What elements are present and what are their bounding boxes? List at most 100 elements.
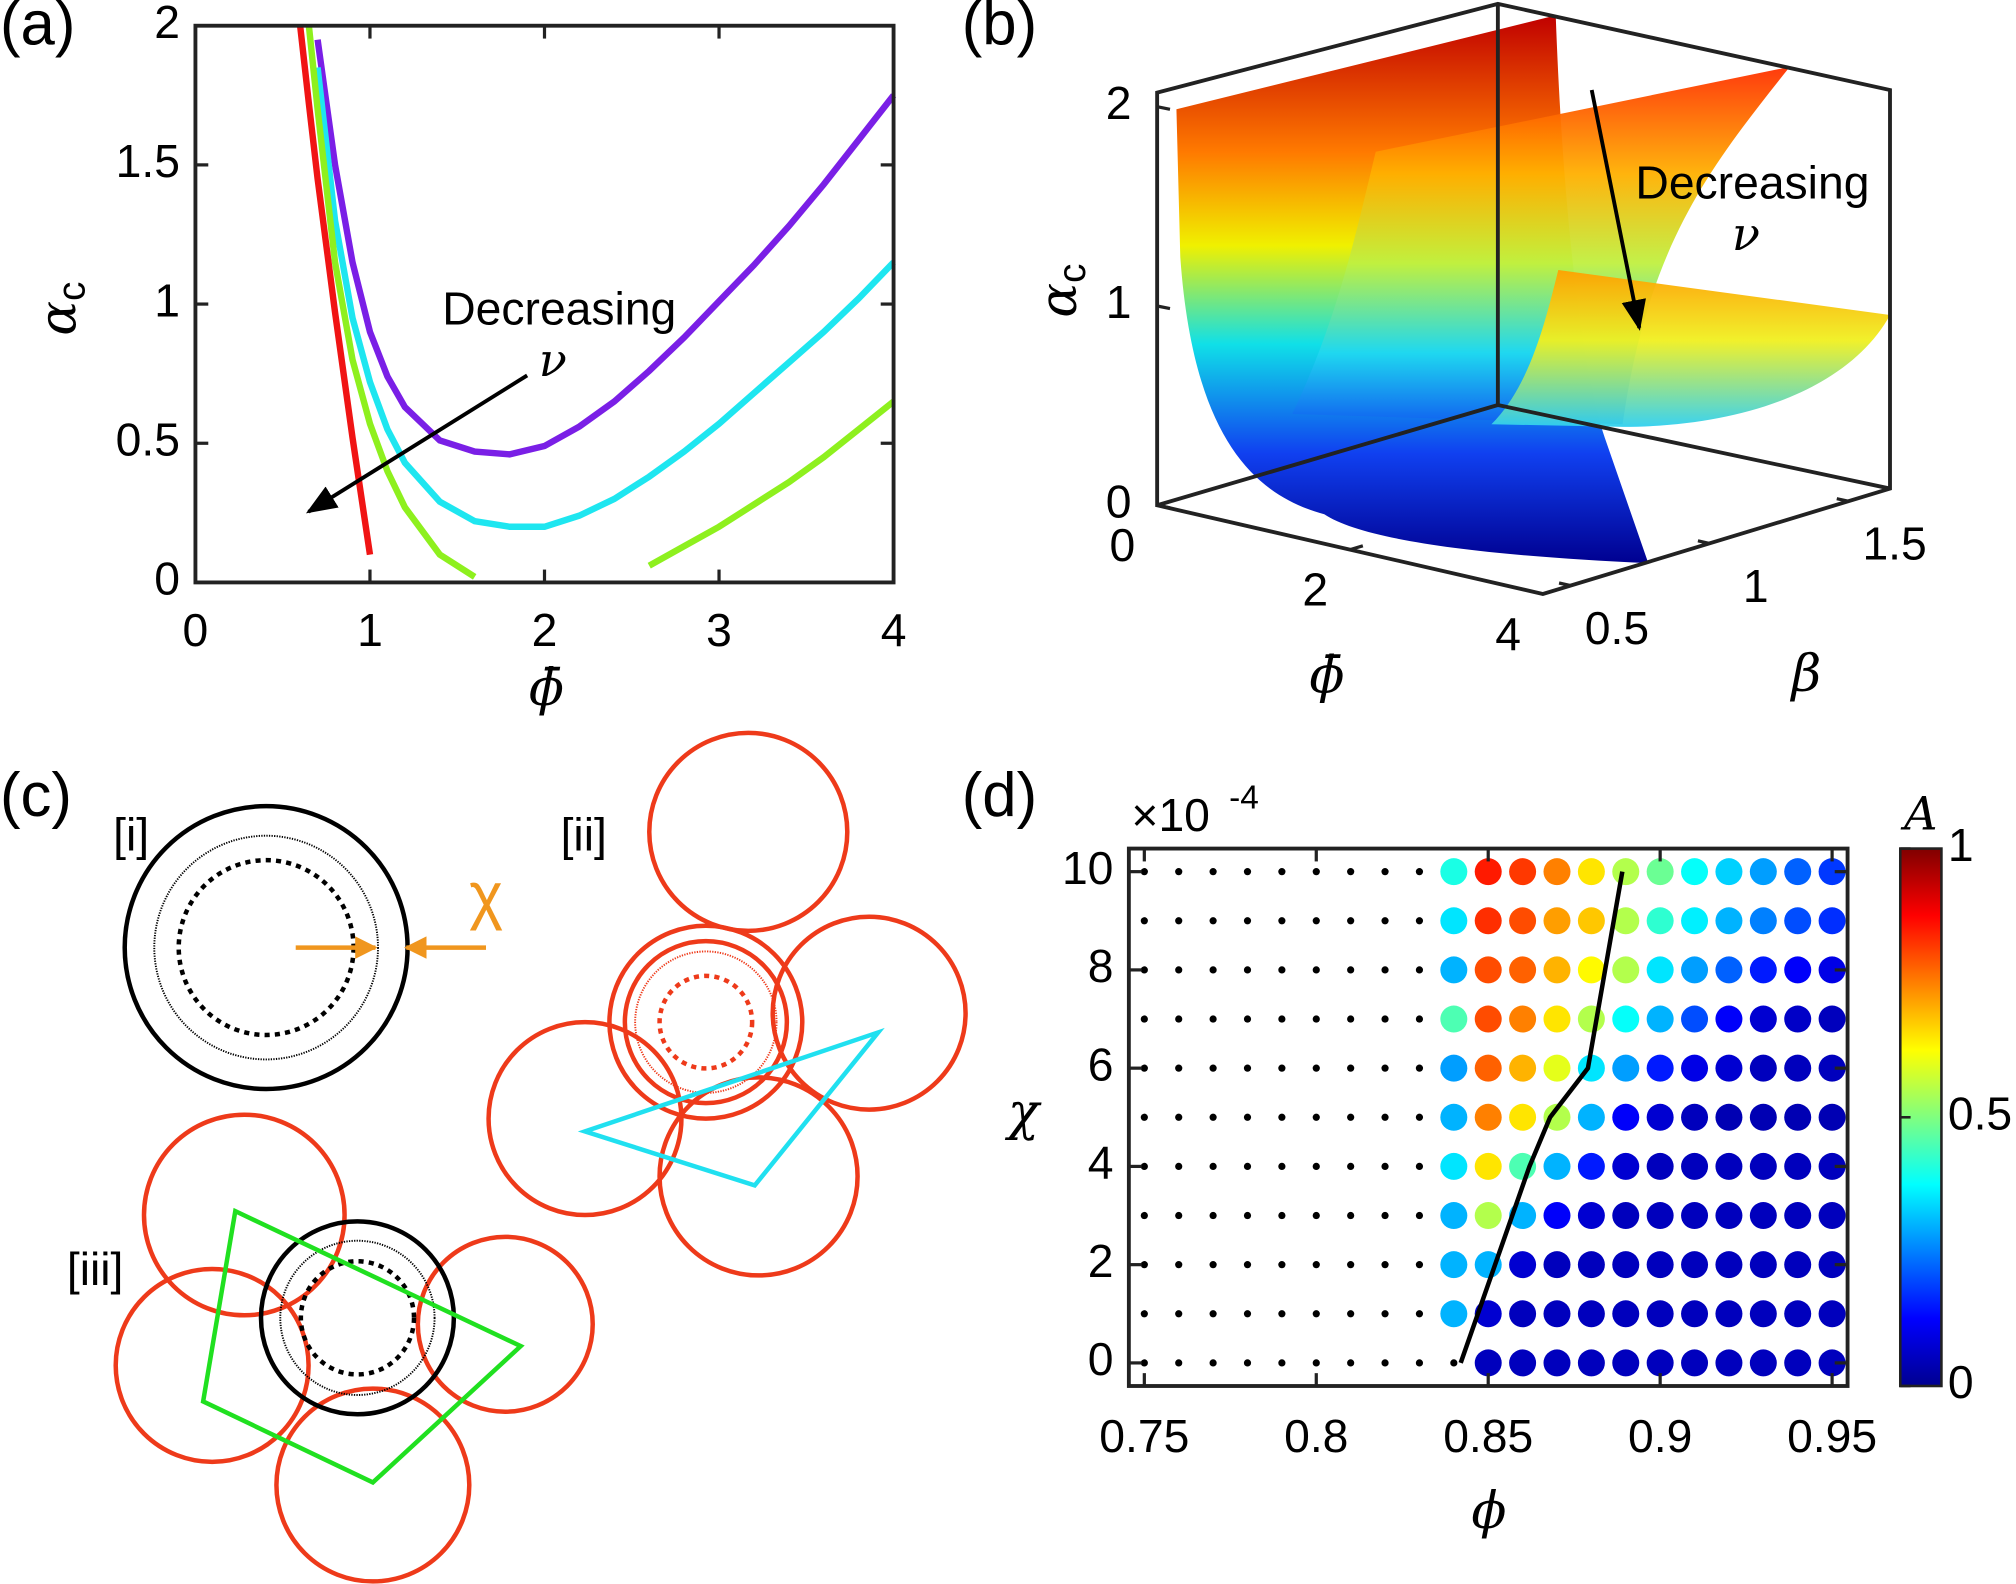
point — [1784, 956, 1812, 984]
core — [657, 973, 755, 1071]
empty-point — [1209, 1261, 1217, 1269]
point — [1681, 907, 1709, 935]
empty-point — [1175, 1162, 1183, 1171]
point — [1818, 1300, 1846, 1328]
point — [1715, 1005, 1743, 1033]
empty-point — [1209, 1162, 1217, 1171]
point — [1784, 1054, 1812, 1082]
x-tick-label: 1 — [357, 604, 383, 656]
point — [1681, 858, 1709, 886]
panel-label: (c) — [0, 761, 72, 830]
empty-point — [1209, 1359, 1217, 1367]
empty-point — [1175, 1310, 1183, 1318]
empty-point — [1415, 1310, 1424, 1318]
ring — [153, 834, 379, 1061]
point — [1646, 1152, 1674, 1180]
empty-point — [1278, 1310, 1286, 1318]
empty-point — [1140, 1359, 1148, 1367]
point — [1577, 1152, 1605, 1180]
axis-label-symbol: α — [1029, 283, 1089, 318]
x-tick-label: 4 — [881, 604, 907, 656]
empty-point — [1381, 1359, 1389, 1367]
point — [1440, 1005, 1468, 1033]
point — [1612, 1054, 1640, 1082]
point — [1612, 1349, 1640, 1377]
point — [1784, 858, 1812, 886]
y-tick-label: 2 — [154, 0, 180, 48]
axis-label: αc — [28, 282, 94, 336]
surfaces — [1176, 15, 1890, 564]
data-line — [296, 25, 374, 556]
point — [1543, 1103, 1571, 1131]
y-multiplier: ×10 — [1131, 789, 1209, 841]
chi-symbol: χ — [469, 859, 503, 931]
point — [1509, 907, 1537, 935]
point — [1577, 1005, 1605, 1033]
y-tick-label: 10 — [1062, 842, 1113, 894]
empty-point — [1175, 1211, 1183, 1220]
point — [1646, 1349, 1674, 1377]
diagram-label: [iii] — [67, 1243, 124, 1295]
point — [1543, 1152, 1571, 1180]
particle — [770, 914, 968, 1112]
empty-point — [1347, 1015, 1355, 1023]
point — [1440, 858, 1468, 886]
point — [1749, 956, 1777, 984]
x-tick-label: 0.95 — [1787, 1410, 1877, 1462]
x-tick — [1542, 588, 1557, 596]
axis-label-symbol: α — [28, 301, 88, 336]
x-tick-label: 4 — [1495, 608, 1521, 660]
point — [1749, 1152, 1777, 1180]
point — [1784, 1349, 1812, 1377]
empty-point — [1347, 966, 1355, 974]
point — [1681, 1054, 1709, 1082]
point — [1646, 1054, 1674, 1082]
empty-point — [1415, 1261, 1424, 1269]
x-axis-label: ϕ — [1471, 1481, 1506, 1541]
axis-label-subscript: c — [51, 282, 94, 301]
y-tick — [1697, 539, 1710, 545]
point — [1749, 907, 1777, 935]
point — [1543, 907, 1571, 935]
axis-label: αc — [1029, 264, 1095, 318]
point — [1543, 1054, 1571, 1082]
z-tick-label: 1 — [1106, 276, 1132, 328]
empty-point — [1140, 1261, 1148, 1269]
annotation-arrow — [1589, 89, 1646, 331]
point — [1818, 1005, 1846, 1033]
point — [1646, 1251, 1674, 1279]
y-tick-label: 6 — [1088, 1038, 1114, 1090]
x-tick — [1349, 544, 1364, 552]
point — [1818, 907, 1846, 935]
x-tick-label: 2 — [1302, 564, 1328, 616]
point — [1715, 907, 1743, 935]
point — [1577, 1202, 1605, 1230]
empty-point — [1312, 1211, 1320, 1220]
point — [1646, 1202, 1674, 1230]
y-tick-label: 1 — [154, 274, 180, 326]
surface — [1491, 270, 1890, 427]
empty-point — [1209, 1015, 1217, 1023]
point — [1612, 956, 1640, 984]
empty-point — [1347, 1310, 1355, 1318]
empty-point — [1415, 1359, 1424, 1367]
colorbar-tick-label: 0.5 — [1948, 1088, 2012, 1140]
particle — [113, 1266, 311, 1465]
empty-point — [1347, 1211, 1355, 1220]
y-axis-label: χ — [1005, 1083, 1042, 1143]
point — [1509, 1251, 1537, 1279]
point — [1818, 858, 1846, 886]
point — [1577, 858, 1605, 886]
y-tick-label: 1.5 — [1862, 518, 1926, 570]
particle — [415, 1234, 595, 1414]
z-tick — [1156, 503, 1171, 510]
x-axis-label: ϕ̄ — [529, 658, 564, 718]
empty-point — [1140, 1211, 1148, 1220]
y-tick-label: 8 — [1088, 940, 1114, 992]
empty-point — [1140, 1015, 1148, 1023]
point — [1681, 1005, 1709, 1033]
x-tick-label: 0.8 — [1284, 1410, 1348, 1462]
x-axis-label: ϕ̄ — [1309, 645, 1344, 705]
point — [1612, 907, 1640, 935]
